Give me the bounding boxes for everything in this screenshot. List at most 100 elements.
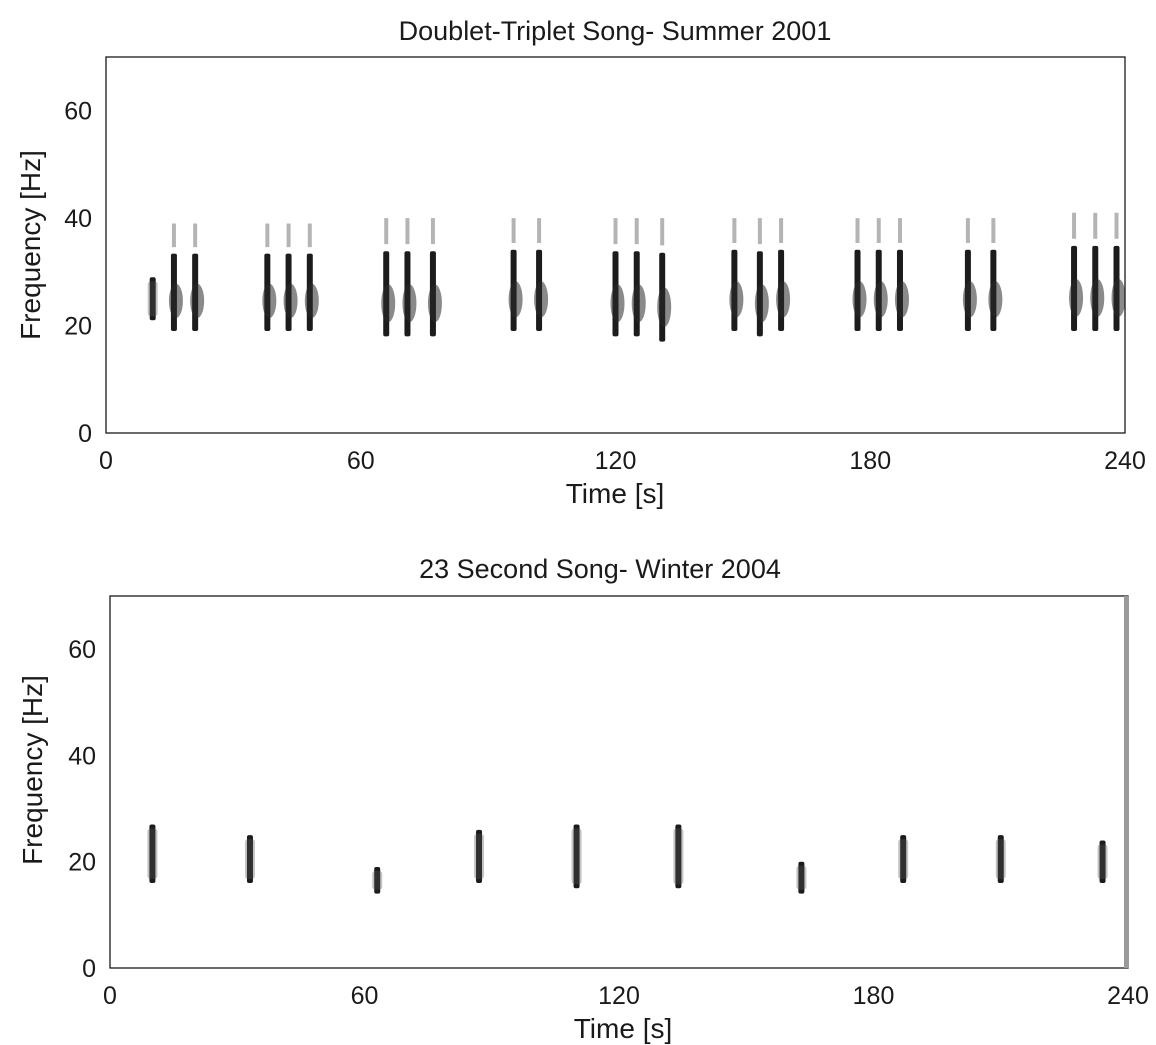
harmonic-band <box>265 223 270 248</box>
x-axis-label: Time [s] <box>574 1013 673 1044</box>
unit-core <box>149 824 156 883</box>
unit-core <box>476 829 483 883</box>
harmonic-band <box>537 218 542 243</box>
unit-smear <box>304 283 319 319</box>
unit-smear <box>1097 844 1108 879</box>
unit-smear <box>283 283 298 319</box>
harmonic-band <box>511 218 516 243</box>
y-tick-label: 20 <box>68 849 96 877</box>
y-axis-label: Frequency [Hz] <box>17 675 48 865</box>
song-unit <box>474 829 485 883</box>
plot-frame <box>105 56 1126 434</box>
y-tick-label: 0 <box>82 955 96 983</box>
unit-smear <box>962 281 977 318</box>
song-unit <box>610 218 625 337</box>
song-unit <box>894 218 909 331</box>
song-unit <box>147 277 158 321</box>
song-unit <box>796 861 807 894</box>
unit-smear <box>147 828 158 879</box>
song-unit <box>534 218 549 331</box>
song-unit <box>873 218 888 331</box>
unit-smear <box>796 865 807 890</box>
unit-core <box>246 835 253 883</box>
x-tick-label: 240 <box>1107 982 1149 1010</box>
song-unit <box>657 218 672 342</box>
unit-core <box>374 867 381 894</box>
harmonic-band <box>193 223 198 248</box>
x-tick-label: 240 <box>1104 447 1146 475</box>
unit-smear <box>673 828 684 885</box>
unit-smear <box>988 281 1003 318</box>
harmonic-band <box>732 218 737 243</box>
unit-smear <box>898 839 909 879</box>
unit-smear <box>427 284 442 323</box>
unit-smear <box>1111 278 1126 317</box>
right-edge-band <box>1124 596 1129 968</box>
unit-smear <box>894 281 909 318</box>
y-tick-label: 0 <box>78 420 92 448</box>
unit-smear <box>402 284 417 323</box>
song-unit <box>262 223 277 331</box>
unit-smear <box>1069 278 1084 317</box>
song-unit <box>898 835 909 883</box>
song-unit <box>988 218 1003 331</box>
chart-title: Doublet-Triplet Song- Summer 2001 <box>399 16 832 46</box>
unit-core <box>675 824 682 889</box>
song-unit <box>571 824 582 889</box>
song-unit <box>673 824 684 889</box>
song-unit <box>427 218 442 337</box>
x-tick-label: 120 <box>598 982 640 1010</box>
harmonic-band <box>965 218 970 243</box>
harmonic-band <box>897 218 902 243</box>
y-axis-label: Frequency [Hz] <box>15 150 46 340</box>
unit-smear <box>147 281 158 317</box>
song-unit <box>729 218 744 331</box>
chart-title: 23 Second Song- Winter 2004 <box>419 554 781 584</box>
song-unit <box>190 223 205 331</box>
unit-core <box>900 835 907 883</box>
harmonic-band <box>779 218 784 243</box>
harmonic-band <box>613 218 618 245</box>
unit-smear <box>474 833 485 879</box>
harmonic-band <box>384 218 389 245</box>
unit-smear <box>372 871 383 890</box>
x-tick-label: 60 <box>351 982 379 1010</box>
song-unit <box>776 218 791 331</box>
x-tick-label: 180 <box>853 982 895 1010</box>
harmonic-band <box>634 218 639 245</box>
harmonic-band <box>876 218 881 243</box>
song-unit <box>304 223 319 331</box>
unit-core <box>798 861 805 894</box>
song-unit <box>1097 840 1108 883</box>
song-unit <box>631 218 646 337</box>
harmonic-band <box>171 223 176 248</box>
harmonic-band <box>307 223 312 248</box>
x-tick-label: 0 <box>99 447 113 475</box>
song-unit <box>147 824 158 883</box>
unit-core <box>573 824 580 889</box>
harmonic-band <box>1114 212 1119 239</box>
unit-smear <box>190 283 205 319</box>
unit-smear <box>873 281 888 318</box>
unit-smear <box>1090 278 1105 317</box>
chart-panel-bottom: 23 Second Song- Winter 2004 0 60 120 180 240… <box>17 554 1149 1044</box>
chart-panel-top: Doublet-Triplet Song- Summer 2001 0 60 120… <box>15 16 1146 509</box>
x-tick-label: 180 <box>849 447 891 475</box>
y-tick-label: 60 <box>68 636 96 664</box>
harmonic-band <box>286 223 291 248</box>
song-unit <box>852 218 867 331</box>
tick-labels: 0 60 120 180 240 0 20 40 60 <box>64 98 1146 475</box>
unit-smear <box>262 283 277 319</box>
song-unit <box>244 835 255 883</box>
song-unit <box>1090 212 1105 331</box>
song-unit <box>283 223 298 331</box>
song-unit <box>508 218 523 331</box>
song-unit <box>168 223 183 331</box>
y-tick-label: 40 <box>64 205 92 233</box>
unit-smear <box>657 287 672 327</box>
plot-frame <box>109 595 1129 969</box>
unit-core <box>1099 840 1106 883</box>
y-tick-label: 20 <box>64 313 92 341</box>
harmonic-band <box>1093 212 1098 239</box>
